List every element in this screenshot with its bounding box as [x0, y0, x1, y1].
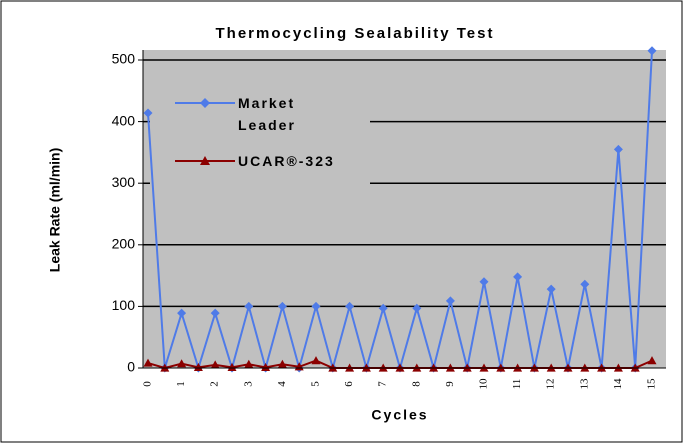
x-tick-label: 12 [545, 379, 557, 390]
y-tick-label: 300 [112, 174, 136, 190]
marker [177, 308, 187, 318]
marker [647, 46, 657, 56]
marker [261, 362, 271, 371]
marker [200, 98, 210, 108]
marker [143, 108, 153, 118]
marker [513, 272, 523, 282]
marker [193, 362, 203, 371]
y-axis-label: Leak Rate (ml/min) [47, 148, 63, 272]
marker [647, 356, 657, 365]
x-tick-label: 0 [142, 381, 154, 387]
x-axis-label: Cycles [371, 407, 428, 423]
marker [277, 301, 287, 311]
marker [613, 144, 623, 154]
marker [445, 296, 455, 306]
marker [244, 359, 254, 368]
y-tick-label: 0 [127, 359, 135, 375]
legend-label: UCAR®-323 [238, 153, 335, 169]
marker [200, 156, 210, 165]
x-tick-label: 15 [646, 378, 658, 390]
y-tick-label: 200 [112, 236, 136, 252]
x-tick-label: 6 [343, 381, 355, 387]
x-tick-label: 5 [310, 381, 322, 387]
marker [177, 359, 187, 368]
y-tick-label: 400 [112, 112, 136, 128]
marker [227, 362, 237, 371]
y-tick-label: 100 [112, 297, 136, 313]
x-tick-label: 13 [578, 378, 590, 390]
marker [244, 301, 254, 311]
x-tick-label: 2 [209, 381, 221, 387]
marker [311, 356, 321, 365]
legend-label: Market Leader [238, 95, 296, 133]
x-tick-label: 1 [175, 381, 187, 387]
marker [210, 360, 220, 369]
marker [345, 301, 355, 311]
marker [580, 279, 590, 289]
x-tick-label: 3 [242, 381, 254, 387]
marker [546, 284, 556, 294]
marker [412, 303, 422, 313]
x-tick-label: 7 [377, 381, 389, 387]
marker [378, 303, 388, 313]
x-tick-label: 9 [444, 381, 456, 387]
marker [311, 301, 321, 311]
x-tick-label: 14 [612, 378, 624, 390]
x-tick-label: 8 [410, 381, 422, 387]
marker [210, 308, 220, 318]
x-tick-label: 10 [478, 378, 490, 390]
marker [143, 358, 153, 367]
x-tick-label: 11 [511, 379, 523, 390]
x-tick-label: 4 [276, 381, 288, 387]
marker [277, 359, 287, 368]
y-tick-label: 500 [112, 51, 136, 67]
chart-title: Thermocycling Sealability Test [216, 25, 495, 42]
marker [479, 277, 489, 287]
